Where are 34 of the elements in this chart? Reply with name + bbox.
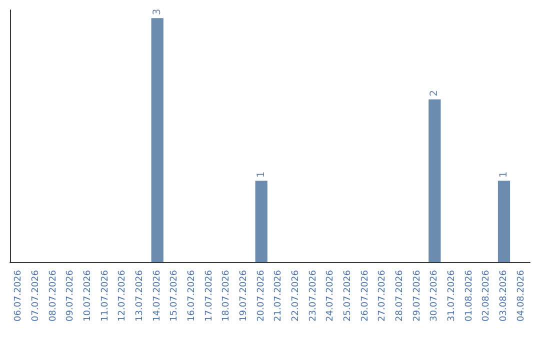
data-label: 3 — [152, 8, 163, 16]
x-tick-label: 26.07.2026 — [360, 270, 370, 322]
x-tick-label: 20.07.2026 — [256, 270, 266, 322]
x-tick-label: 22.07.2026 — [291, 270, 301, 322]
x-tick-label: 21.07.2026 — [274, 270, 284, 322]
x-tick-label: 29.07.2026 — [412, 270, 422, 322]
data-label: 1 — [498, 171, 510, 178]
x-tick-label: 23.07.2026 — [308, 270, 318, 322]
x-tick-label: 04.08.2026 — [516, 270, 526, 322]
x-tick-label: 25.07.2026 — [343, 270, 353, 322]
x-tick-label: 01.08.2026 — [464, 270, 474, 322]
x-tick-label: 30.07.2026 — [430, 270, 440, 322]
x-tick-label: 14.07.2026 — [152, 270, 162, 322]
x-tick-label: 16.07.2026 — [187, 270, 197, 322]
x-tick-label: 18.07.2026 — [222, 270, 232, 322]
x-tick-label: 28.07.2026 — [395, 270, 405, 322]
x-tick-label: 09.07.2026 — [66, 270, 76, 322]
x-tick-label: 03.08.2026 — [499, 270, 509, 322]
x-tick-label: 19.07.2026 — [239, 270, 249, 322]
x-tick-label: 06.07.2026 — [14, 270, 24, 322]
x-tick-label: 10.07.2026 — [83, 270, 93, 322]
x-tick-label: 15.07.2026 — [170, 270, 180, 322]
x-tick-label: 08.07.2026 — [48, 270, 58, 322]
x-tick-label: 17.07.2026 — [204, 270, 214, 322]
x-tick-label: 02.08.2026 — [482, 270, 492, 322]
x-tick-label: 07.07.2026 — [31, 270, 41, 322]
x-tick-label: 24.07.2026 — [326, 270, 336, 322]
data-label: 2 — [429, 90, 440, 96]
x-tick-label: 12.07.2026 — [118, 270, 128, 322]
x-tick-label: 31.07.2026 — [447, 270, 457, 322]
x-tick-label: 13.07.2026 — [135, 270, 145, 322]
x-tick-label: 27.07.2026 — [378, 270, 388, 322]
x-tick-label: 11.07.2026 — [100, 270, 110, 322]
data-label: 1 — [256, 171, 267, 178]
